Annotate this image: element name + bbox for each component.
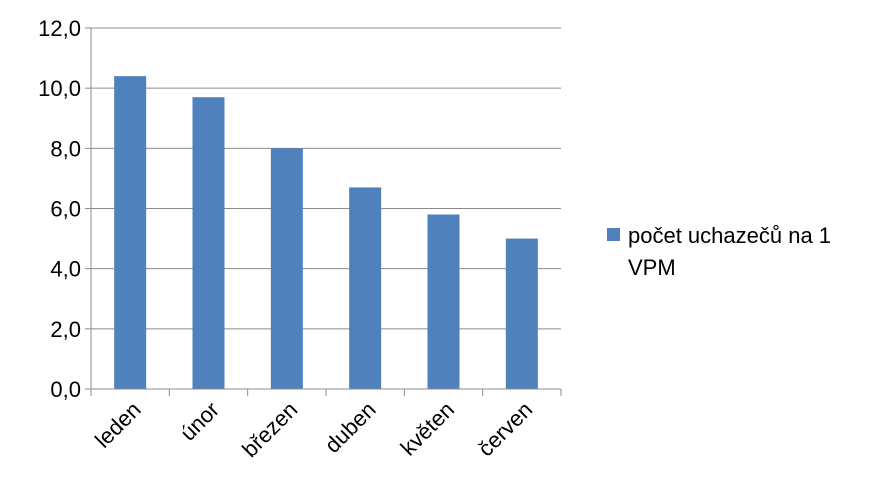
bar-leden (114, 76, 147, 389)
y-tick-label: 2,0 (50, 317, 81, 342)
x-tick-label: březen (237, 397, 302, 462)
axes (85, 27, 562, 396)
y-tick-label: 6,0 (50, 197, 81, 222)
x-tick-label: duben (320, 397, 381, 458)
x-tick-label: leden (90, 397, 146, 453)
y-tick-label: 8,0 (50, 136, 81, 161)
legend: počet uchazečů na 1 VPM (607, 223, 831, 280)
legend-label-line-2: VPM (628, 255, 676, 280)
x-tick-label: únor (175, 397, 224, 446)
legend-label-line-1: počet uchazečů na 1 (628, 223, 831, 248)
y-tick-label: 10,0 (38, 76, 81, 101)
bar-únor (192, 97, 225, 390)
y-tick-label: 12,0 (38, 16, 81, 41)
bar-červen (505, 238, 538, 389)
x-tick-label: červen (473, 397, 537, 461)
y-tick-label: 4,0 (50, 257, 81, 282)
bar-duben (349, 187, 382, 389)
bar-březen (270, 148, 303, 389)
legend-swatch (607, 228, 620, 241)
x-tick-label: květen (396, 397, 460, 461)
bars (114, 76, 538, 390)
y-tick-label: 0,0 (50, 377, 81, 402)
gridlines (91, 27, 561, 330)
y-tick-labels: 0,0 2,0 4,0 6,0 8,0 10,0 12,0 (38, 16, 81, 402)
bar-květen (427, 214, 460, 389)
x-tick-labels: leden únor březen duben květen červen (90, 397, 537, 462)
